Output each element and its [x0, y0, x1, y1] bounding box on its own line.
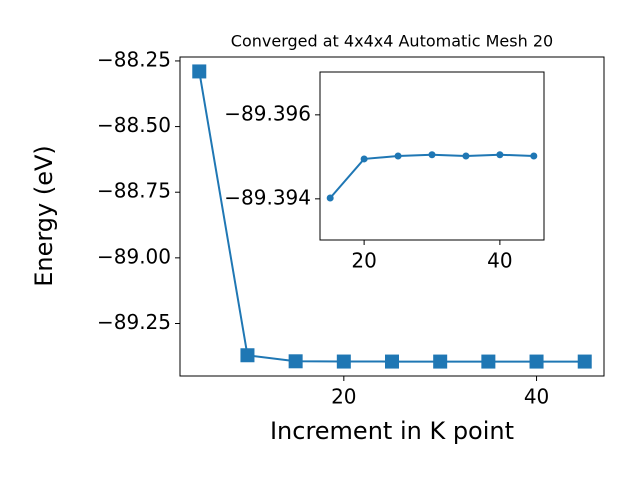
y-tick-label: −89.396	[224, 101, 311, 125]
y-axis-label: Energy (eV)	[30, 145, 58, 287]
chart-title: Converged at 4x4x4 Automatic Mesh 20	[231, 32, 553, 51]
point	[394, 152, 402, 160]
axes-frame	[319, 71, 545, 241]
y-tick-label: −88.75	[97, 179, 171, 203]
x-tick-label: 20	[351, 249, 376, 273]
point	[577, 354, 592, 369]
point	[481, 354, 496, 369]
point	[192, 64, 207, 79]
point	[336, 354, 351, 369]
point	[326, 194, 334, 202]
point	[530, 152, 538, 160]
y-tick-label: −88.25	[97, 47, 171, 71]
point	[385, 354, 399, 369]
x-tick-label: 40	[487, 249, 512, 273]
point	[433, 354, 448, 369]
x-tick-label: 20	[331, 385, 356, 409]
point	[496, 151, 504, 159]
point	[360, 155, 368, 163]
y-tick-label: −89.00	[97, 244, 171, 268]
x-tick-label: 40	[524, 385, 549, 409]
point	[529, 354, 544, 369]
point	[428, 151, 436, 159]
y-tick-label: −88.50	[97, 113, 171, 137]
point	[240, 348, 255, 363]
y-tick-label: −89.25	[97, 310, 171, 334]
point	[288, 354, 303, 369]
x-axis-label: Increment in K point	[270, 417, 514, 445]
y-tick-label: −89.394	[224, 185, 311, 209]
axes-frame	[179, 56, 605, 377]
point	[462, 152, 470, 160]
